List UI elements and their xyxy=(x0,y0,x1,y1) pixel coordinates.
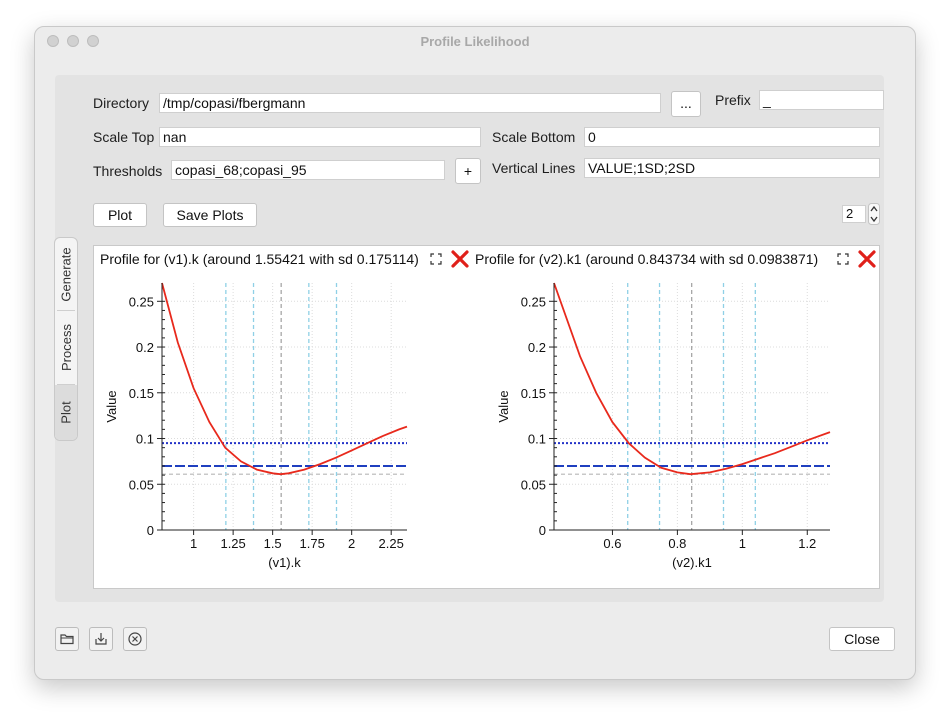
plot-area: Profile for (v1).k (around 1.55421 with … xyxy=(93,245,880,589)
profile-chart-1: 0 0.05 0.1 0.15 0.2 0.25 1 1.25 1.5 1.75 2 2.25 (v1)… xyxy=(104,282,408,570)
add-threshold-button[interactable]: + xyxy=(455,158,481,184)
tab-generate[interactable]: Generate xyxy=(55,238,77,310)
spin-arrows-icon[interactable] xyxy=(868,203,880,225)
x-tick-label: 1.5 xyxy=(264,536,282,551)
y-tick-label: 0.2 xyxy=(528,340,546,355)
plot-button[interactable]: Plot xyxy=(93,203,147,227)
open-folder-button[interactable] xyxy=(55,627,79,651)
close-window-button[interactable] xyxy=(47,35,59,47)
minimize-window-button[interactable] xyxy=(67,35,79,47)
y-tick-label: 0.05 xyxy=(521,477,546,492)
y-axis-label: Value xyxy=(496,390,511,422)
y-tick-label: 0.15 xyxy=(129,386,154,401)
profile-likelihood-window: Profile Likelihood Directory /tmp/copasi… xyxy=(34,26,916,680)
browse-directory-button[interactable]: ... xyxy=(671,91,701,117)
y-tick-label: 0.1 xyxy=(528,432,546,447)
download-icon xyxy=(95,633,107,645)
expand-plot-2-icon[interactable] xyxy=(837,253,849,265)
y-tick-label: 0.1 xyxy=(136,432,154,447)
vertical-lines-field[interactable]: VALUE;1SD;2SD xyxy=(584,158,880,178)
close-plot-1-icon[interactable] xyxy=(451,250,469,268)
x-tick-label: 1.25 xyxy=(220,536,245,551)
vertical-lines-label: Vertical Lines xyxy=(492,160,576,176)
x-axis-label: (v2).k1 xyxy=(672,555,712,570)
scale-bottom-label: Scale Bottom xyxy=(492,129,576,145)
tab-process-label: Process xyxy=(58,324,74,371)
tab-separator xyxy=(57,310,75,311)
save-plots-button[interactable]: Save Plots xyxy=(163,203,257,227)
y-tick-label: 0.05 xyxy=(129,477,154,492)
close-plot-2-icon[interactable] xyxy=(858,250,876,268)
x-tick-label: 1.2 xyxy=(798,536,816,551)
y-tick-label: 0.2 xyxy=(136,340,154,355)
save-button[interactable] xyxy=(89,627,113,651)
y-tick-label: 0 xyxy=(539,523,546,538)
y-axis-label: Value xyxy=(104,390,119,422)
columns-spinbox[interactable]: 2 xyxy=(842,205,866,223)
prefix-label: Prefix xyxy=(715,92,751,108)
title-bar: Profile Likelihood xyxy=(35,27,915,55)
cancel-button[interactable] xyxy=(123,627,147,651)
tab-plot-label: Plot xyxy=(58,401,74,424)
prefix-field[interactable]: _ xyxy=(759,90,884,110)
cancel-circle-icon xyxy=(128,632,142,646)
x-tick-label: 1.75 xyxy=(300,536,325,551)
thresholds-label: Thresholds xyxy=(93,163,163,179)
profile-chart-2: 0 0.05 0.1 0.15 0.2 0.25 0.6 0.8 1 1.2 (v2).k1 Valu… xyxy=(496,282,831,570)
directory-field[interactable]: /tmp/copasi/fbergmann xyxy=(159,93,661,113)
scale-top-field[interactable]: nan xyxy=(159,127,481,147)
expand-plot-1-icon[interactable] xyxy=(430,253,442,265)
x-axis-label: (v1).k xyxy=(268,555,301,570)
y-tick-label: 0.25 xyxy=(129,294,154,309)
tab-separator xyxy=(57,384,75,385)
close-button[interactable]: Close xyxy=(829,627,895,651)
tab-process[interactable]: Process xyxy=(55,311,77,384)
scale-top-label: Scale Top xyxy=(93,129,155,145)
y-tick-label: 0 xyxy=(147,523,154,538)
directory-label: Directory xyxy=(93,95,150,111)
profile-curve xyxy=(161,282,408,476)
x-tick-label: 2.25 xyxy=(379,536,404,551)
tab-plot[interactable]: Plot xyxy=(55,385,77,440)
x-tick-label: 2 xyxy=(348,536,355,551)
window-title: Profile Likelihood xyxy=(420,34,530,49)
tab-generate-label: Generate xyxy=(58,246,74,302)
y-tick-label: 0.25 xyxy=(521,294,546,309)
folder-icon xyxy=(60,634,74,645)
profile-curve xyxy=(553,282,831,476)
vertical-tab-bar: Generate Process Plot xyxy=(54,237,78,441)
x-tick-label: 0.8 xyxy=(668,536,686,551)
thresholds-field[interactable]: copasi_68;copasi_95 xyxy=(171,160,445,180)
x-tick-label: 1 xyxy=(739,536,746,551)
y-tick-label: 0.15 xyxy=(521,386,546,401)
plot-1-title: Profile for (v1).k (around 1.55421 with … xyxy=(100,251,419,267)
plot-2-title: Profile for (v2).k1 (around 0.843734 wit… xyxy=(475,251,819,267)
scale-bottom-field[interactable]: 0 xyxy=(584,127,880,147)
x-tick-label: 1 xyxy=(190,536,197,551)
zoom-window-button[interactable] xyxy=(87,35,99,47)
x-tick-label: 0.6 xyxy=(603,536,621,551)
